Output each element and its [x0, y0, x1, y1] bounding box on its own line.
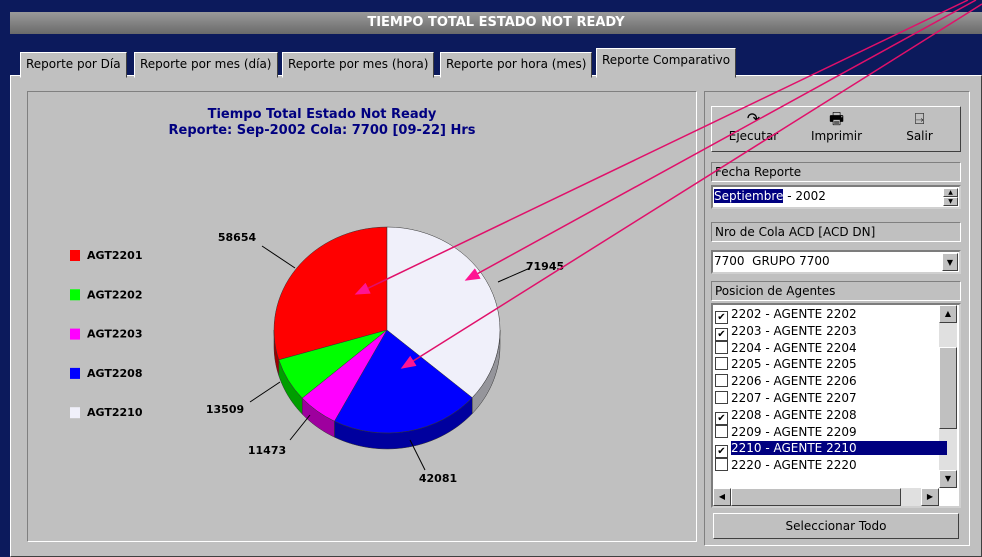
list-item[interactable]: ✔ 2210 - AGENTE 2210: [715, 440, 947, 459]
item-text: 2220 - AGENTE 2220: [731, 458, 857, 473]
legend-label: AGT2210: [87, 406, 143, 419]
date-field[interactable]: Septiembre - 2002 ▲ ▼: [711, 185, 961, 209]
list-item[interactable]: ✔ 2202 - AGENTE 2202: [715, 306, 939, 324]
item-text: 2203 - AGENTE 2203: [731, 323, 857, 338]
data-label: 71945: [526, 260, 564, 273]
item-text: 2208 - AGENTE 2208: [731, 407, 857, 422]
tab[interactable]: Reporte Comparativo: [596, 48, 737, 78]
legend-label: AGT2202: [87, 288, 142, 301]
scroll-thumb[interactable]: [731, 488, 901, 506]
item-text: 2210 - AGENTE 2210: [731, 441, 947, 456]
checkbox[interactable]: [715, 391, 728, 404]
checkbox[interactable]: [715, 357, 728, 371]
list-item[interactable]: 2209 - AGENTE 2209: [715, 424, 939, 440]
button-label: Imprimir: [810, 129, 863, 143]
data-label: 11473: [248, 444, 286, 457]
legend-swatch: [70, 367, 80, 379]
leader-line: [249, 381, 281, 403]
group-label: Posicion de Agentes: [711, 281, 961, 301]
checkbox[interactable]: ✔: [715, 411, 728, 425]
list-item[interactable]: 2207 - AGENTE 2207: [715, 390, 939, 406]
list-item[interactable]: ✔ 2203 - AGENTE 2203: [715, 323, 939, 341]
checkbox[interactable]: [715, 458, 728, 472]
select-all-button[interactable]: Seleccionar Todo: [713, 513, 959, 539]
chart-title: Tiempo Total Estado Not Ready: [208, 107, 437, 122]
group-label: Nro de Cola ACD [ACD DN]: [711, 222, 961, 242]
data-label: 13509: [206, 403, 244, 416]
spin-up[interactable]: ▲: [943, 188, 958, 197]
item-text: 2207 - AGENTE 2207: [731, 391, 857, 405]
icon: ⍈: [914, 109, 925, 128]
legend-swatch: [70, 328, 80, 340]
chart-subtitle: Reporte: Sep-2002 Cola: 7700 [09-22] Hrs: [169, 123, 476, 138]
date-month: Septiembre: [714, 189, 784, 203]
legend-swatch: [70, 250, 80, 261]
icon: ↷: [746, 109, 761, 128]
checkbox[interactable]: [715, 374, 728, 388]
scroll-down[interactable]: ▼: [939, 470, 957, 488]
list-item[interactable]: 2206 - AGENTE 2206: [715, 373, 939, 389]
list-item[interactable]: 2204 - AGENTE 2204: [715, 340, 939, 356]
leader-line: [261, 245, 296, 269]
checkbox[interactable]: [715, 340, 728, 354]
list-item[interactable]: ✔ 2208 - AGENTE 2208: [715, 407, 939, 425]
list-item[interactable]: 2220 - AGENTE 2220: [715, 457, 939, 473]
button-label: Ejecutar: [728, 129, 779, 143]
legend-label: AGT2208: [87, 367, 142, 380]
pie-slice: [334, 329, 473, 434]
legend-swatch: [70, 289, 80, 301]
toolbar: ↷ Ejecutar 🖶 Imprimir ⍈ Salir: [711, 106, 961, 152]
legend-swatch: [70, 407, 80, 419]
item-text: 2205 - AGENTE 2205: [731, 357, 857, 372]
pie: 58654 13509 11473 42081 71945 AGT2201 AGT2202 A…: [70, 226, 564, 485]
item-text: 2209 - AGENTE 2209: [731, 424, 857, 439]
item-text: 2202 - AGENTE 2202: [731, 307, 857, 321]
icon: 🖶: [828, 109, 845, 128]
checkbox[interactable]: ✔: [715, 445, 728, 459]
agent-list: ▲ ▼ ◀ ▶ ✔ 2202 - AGENTE 2202 ✔ 2203 - AGENT…: [711, 303, 961, 508]
data-label: 42081: [419, 472, 457, 485]
button-label: Salir: [906, 129, 933, 143]
group-label: Fecha Reporte: [711, 162, 961, 182]
scroll-up[interactable]: ▲: [939, 305, 957, 323]
toolbar-button[interactable]: ⍈ Salir: [878, 107, 961, 151]
data-label: 58654: [218, 231, 257, 244]
scroll-thumb[interactable]: [939, 347, 957, 429]
legend-label: AGT2203: [87, 328, 142, 341]
v-scrollbar: ▲ ▼: [939, 305, 957, 488]
queue-value: 7700 GRUPO 7700: [714, 254, 830, 268]
legend-label: AGT2201: [87, 249, 142, 262]
scroll-right[interactable]: ▶: [921, 488, 939, 506]
item-text: 2204 - AGENTE 2204: [731, 340, 857, 355]
leader-line: [409, 439, 426, 471]
queue-combo[interactable]: 7700 GRUPO 7700 ▼: [711, 250, 961, 274]
combo-button[interactable]: ▼: [942, 253, 958, 271]
spin-down[interactable]: ▼: [943, 197, 958, 206]
checkbox[interactable]: [715, 424, 728, 438]
toolbar-button[interactable]: 🖶 Imprimir: [795, 107, 878, 151]
h-scrollbar: ◀ ▶: [713, 488, 939, 506]
tab[interactable]: Reporte por mes (día): [134, 52, 278, 78]
scroll-left[interactable]: ◀: [713, 488, 731, 506]
leader-line: [289, 414, 311, 441]
tab[interactable]: Reporte por Día: [20, 52, 127, 78]
date-rest: - 2002: [787, 189, 826, 203]
list-item[interactable]: 2205 - AGENTE 2205: [715, 356, 939, 372]
toolbar-button[interactable]: ↷ Ejecutar: [712, 107, 795, 151]
item-text: 2206 - AGENTE 2206: [731, 374, 857, 389]
